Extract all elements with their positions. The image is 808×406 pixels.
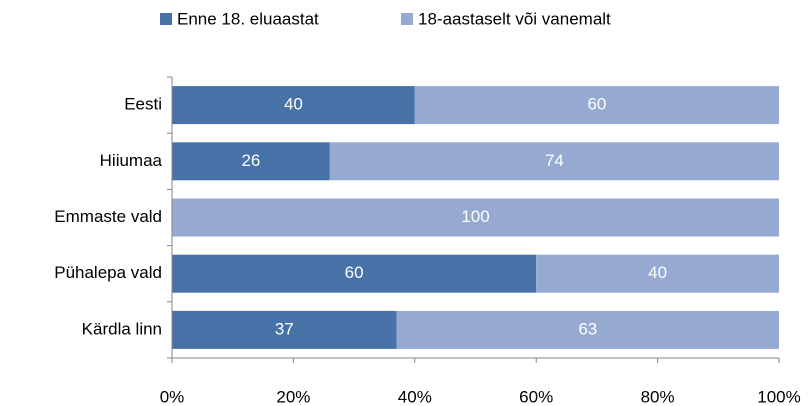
- data-label: 26: [241, 151, 260, 170]
- x-tick-label: 0%: [160, 387, 185, 406]
- data-label: 60: [587, 95, 606, 114]
- y-tick-label: Eesti: [124, 95, 162, 114]
- bar-segment: [536, 254, 779, 293]
- bar-segment: [172, 310, 397, 349]
- x-tick-label: 100%: [757, 387, 800, 406]
- bar-segment: [172, 198, 779, 237]
- legend-swatch: [401, 13, 413, 25]
- bar-segment: [329, 142, 779, 181]
- x-tick-label: 60%: [519, 387, 553, 406]
- y-tick-label: Hiiumaa: [100, 151, 163, 170]
- y-tick-label: Pühalepa vald: [54, 263, 162, 282]
- x-tick-label: 40%: [398, 387, 432, 406]
- bar-segment: [172, 142, 330, 181]
- bar-segment: [396, 310, 779, 349]
- bar-segment: [172, 86, 415, 125]
- data-label: 40: [284, 95, 303, 114]
- data-label: 63: [578, 319, 597, 338]
- data-label: 74: [545, 151, 564, 170]
- data-label: 100: [461, 207, 489, 226]
- legend-swatch: [160, 13, 172, 25]
- data-label: 37: [275, 319, 294, 338]
- legend-label: 18-aastaselt või vanemalt: [418, 9, 611, 28]
- bar-segment: [414, 86, 779, 125]
- data-label: 60: [345, 263, 364, 282]
- y-tick-label: Emmaste vald: [54, 207, 162, 226]
- legend-label: Enne 18. eluaastat: [177, 9, 319, 28]
- bar-segment: [172, 254, 537, 293]
- x-tick-label: 80%: [641, 387, 675, 406]
- y-tick-label: Kärdla linn: [82, 319, 162, 338]
- data-label: 40: [648, 263, 667, 282]
- x-tick-label: 20%: [276, 387, 310, 406]
